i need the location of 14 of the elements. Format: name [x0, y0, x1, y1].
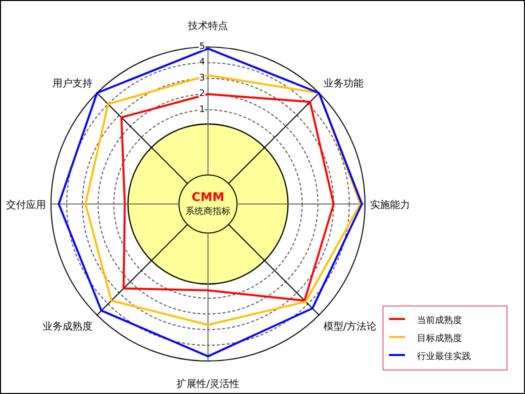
text: 系统商指标: [186, 206, 230, 217]
text: CMM: [192, 190, 224, 204]
legend-label: 当前成熟度: [417, 315, 462, 326]
spoke-label: 用户支持: [52, 78, 93, 90]
y-tick-label: 1: [199, 104, 205, 115]
spoke-label: 模型/方法论: [323, 320, 377, 332]
spoke-label: 业务成熟度: [42, 320, 93, 332]
spoke-label: 交付应用: [6, 199, 46, 211]
legend-label: 行业最佳实践: [417, 351, 471, 362]
spoke-label: 实施能力: [370, 199, 410, 211]
legend-label: 目标成熟度: [417, 333, 462, 344]
spoke-label: 技术特点: [187, 20, 228, 32]
spoke-label: 扩展性/灵活性: [176, 378, 240, 390]
spoke-label: 业务功能: [323, 78, 364, 90]
